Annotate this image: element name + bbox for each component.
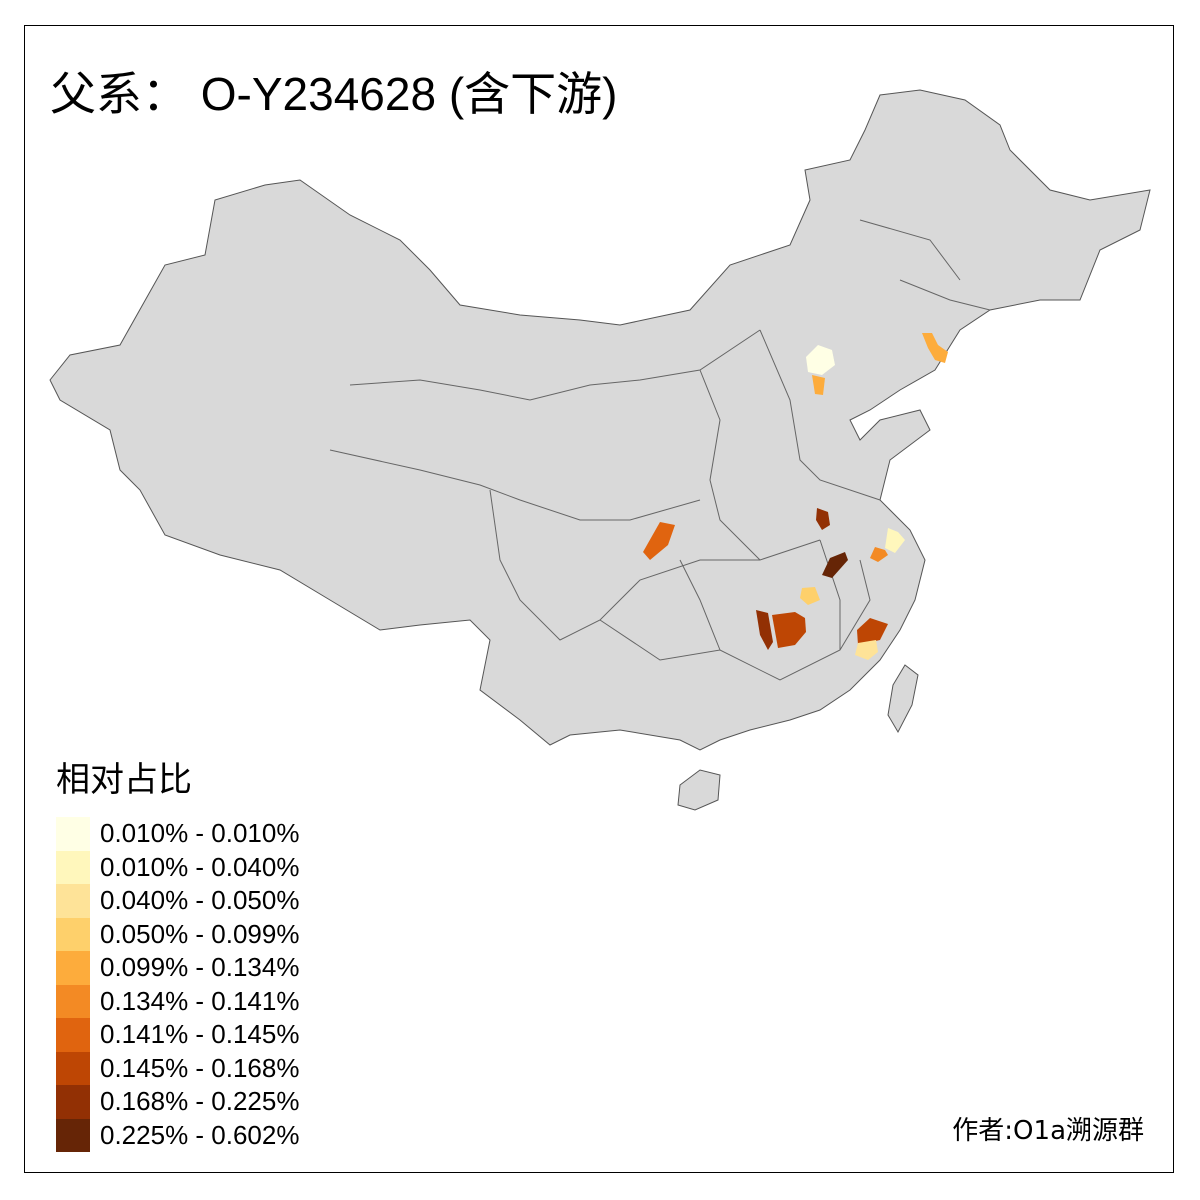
legend-item: 0.141% - 0.145% [56,1018,299,1052]
region-henan [816,508,830,530]
legend-item: 0.145% - 0.168% [56,1051,300,1085]
legend-title: 相对占比 [56,760,192,800]
legend-item: 0.225% - 0.602% [56,1118,300,1152]
legend-item: 0.010% - 0.010% [56,817,299,851]
legend: 相对占比 0.010% - 0.010% 0.010% - 0.040% 0.040… [56,752,299,1152]
legend-label: 0.010% - 0.010% [100,818,300,849]
legend-label: 0.099% - 0.134% [100,952,300,983]
legend-swatch [56,850,90,884]
region-nanjing [885,528,905,553]
legend-swatch [56,1018,90,1052]
legend-item: 0.134% - 0.141% [56,984,300,1018]
highlighted-regions [643,333,948,660]
legend-item: 0.099% - 0.134% [56,951,299,985]
legend-swatch [56,951,90,985]
legend-label: 0.168% - 0.225% [100,1086,300,1117]
region-fujian [855,640,878,660]
region-fujian-north [857,618,888,645]
region-sichuan [643,522,675,560]
legend-item: 0.040% - 0.050% [56,884,299,918]
author-credit: 作者:O1a溯源群 [952,1116,1144,1146]
legend-swatch [56,1085,90,1119]
region-hunan-west [756,610,773,650]
map-title: 父系： O-Y234628 (含下游) [50,68,618,120]
region-beijing [806,345,835,375]
legend-swatch [56,817,90,851]
province-borders [329,219,991,681]
region-baoding [812,375,825,395]
legend-swatch [56,917,90,951]
legend-swatch [56,1051,90,1085]
legend-swatch [56,884,90,918]
legend-label: 0.040% - 0.050% [100,885,300,916]
taiwan [887,664,919,734]
region-hunan [772,612,806,648]
legend-item: 0.010% - 0.040% [56,850,300,884]
legend-label: 0.225% - 0.602% [100,1119,300,1150]
mainland-china [49,89,1151,751]
legend-label: 0.010% - 0.040% [100,851,300,882]
region-jiangxi [800,587,820,605]
legend-label: 0.134% - 0.141% [100,985,300,1016]
legend-swatch [56,1118,90,1152]
legend-label: 0.145% - 0.168% [100,1052,300,1083]
legend-label: 0.141% - 0.145% [100,1019,300,1050]
region-anhui [870,547,888,562]
figure-border [24,25,1174,1173]
legend-item: 0.168% - 0.225% [56,1085,299,1119]
region-liaoning [922,333,948,363]
region-jiangxi-north [822,552,848,578]
legend-swatch [56,984,90,1018]
legend-item: 0.050% - 0.099% [56,917,300,951]
legend-label: 0.050% - 0.099% [100,918,300,949]
hainan [677,769,721,811]
